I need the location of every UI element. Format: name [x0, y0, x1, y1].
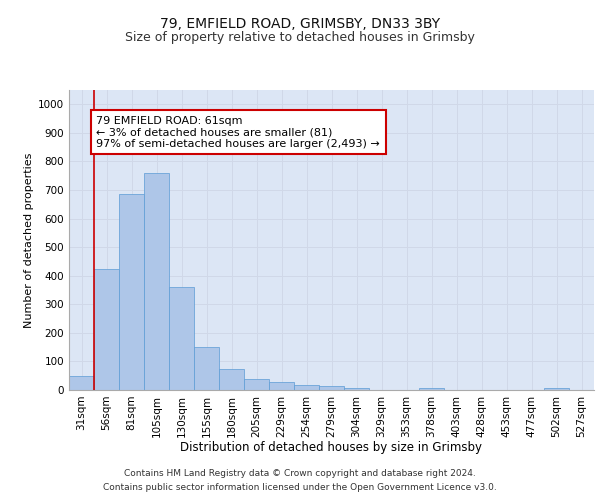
Bar: [219, 369, 244, 390]
Bar: [94, 268, 119, 390]
X-axis label: Distribution of detached houses by size in Grimsby: Distribution of detached houses by size …: [181, 441, 482, 454]
Bar: [294, 385, 319, 390]
Bar: [69, 376, 94, 390]
Bar: [269, 382, 294, 390]
Bar: [419, 388, 444, 390]
Bar: [319, 386, 344, 390]
Bar: [244, 378, 269, 390]
Y-axis label: Number of detached properties: Number of detached properties: [24, 152, 34, 328]
Bar: [194, 347, 219, 390]
Bar: [544, 388, 569, 390]
Bar: [344, 388, 369, 390]
Text: Contains HM Land Registry data © Crown copyright and database right 2024.: Contains HM Land Registry data © Crown c…: [124, 468, 476, 477]
Bar: [119, 194, 144, 390]
Bar: [144, 173, 169, 390]
Text: Size of property relative to detached houses in Grimsby: Size of property relative to detached ho…: [125, 31, 475, 44]
Text: 79, EMFIELD ROAD, GRIMSBY, DN33 3BY: 79, EMFIELD ROAD, GRIMSBY, DN33 3BY: [160, 18, 440, 32]
Bar: [169, 287, 194, 390]
Text: 79 EMFIELD ROAD: 61sqm
← 3% of detached houses are smaller (81)
97% of semi-deta: 79 EMFIELD ROAD: 61sqm ← 3% of detached …: [97, 116, 380, 149]
Text: Contains public sector information licensed under the Open Government Licence v3: Contains public sector information licen…: [103, 484, 497, 492]
